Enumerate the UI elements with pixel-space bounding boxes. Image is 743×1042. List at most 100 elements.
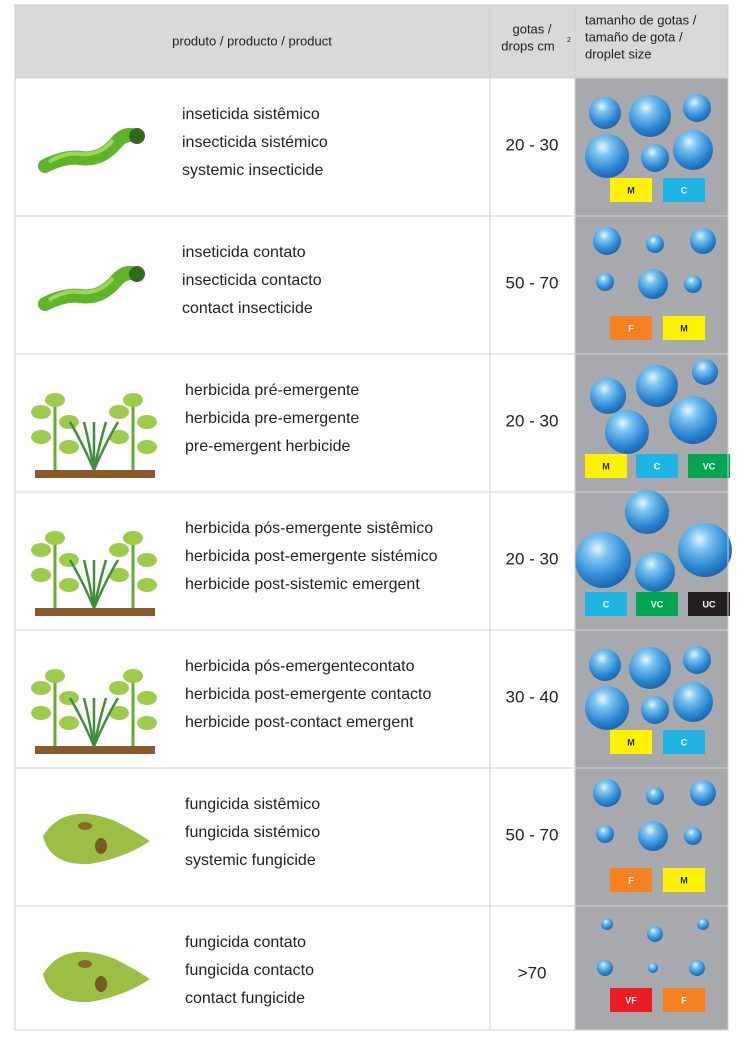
size-tag-label: C — [681, 737, 688, 747]
icon — [45, 266, 145, 304]
product-name: fungicida sistémico — [185, 824, 320, 841]
soil — [35, 746, 155, 754]
leaf — [31, 681, 51, 695]
leaf — [45, 393, 65, 407]
droplet — [589, 97, 621, 129]
leaf — [137, 691, 157, 705]
header-product: produto / producto / product — [172, 33, 332, 48]
soil — [35, 470, 155, 478]
leaf — [59, 415, 79, 429]
product-name: herbicida pré-emergente — [185, 382, 359, 399]
droplet — [689, 960, 705, 976]
size-tag-label: VF — [625, 995, 637, 1005]
droplet — [641, 696, 669, 724]
size-tag-label: M — [627, 737, 635, 747]
spot — [95, 976, 107, 992]
drops-value: 50 - 70 — [506, 825, 559, 844]
leaf — [31, 568, 51, 582]
droplet — [646, 235, 664, 253]
droplet — [585, 686, 629, 730]
droplet — [585, 134, 629, 178]
droplet — [678, 523, 732, 577]
header-drops-sup: 2 — [567, 37, 571, 44]
leaf — [137, 716, 157, 730]
leaf — [59, 578, 79, 592]
product-name: herbicida post-emergente sistémico — [185, 548, 438, 565]
caterpillar-head — [129, 128, 145, 144]
header-size: tamaño de gota / — [585, 29, 683, 44]
droplet — [575, 532, 631, 588]
size-tag-label: C — [654, 461, 661, 471]
leaf — [45, 669, 65, 683]
spot — [78, 822, 92, 830]
size-tag-label: VC — [703, 461, 716, 471]
icon — [43, 814, 150, 864]
grass — [94, 560, 118, 608]
droplet — [646, 787, 664, 805]
leaf — [109, 543, 129, 557]
icon — [31, 669, 157, 754]
leaf — [137, 440, 157, 454]
product-name: insecticida sistémico — [182, 134, 328, 151]
product-table: produto / producto / product gotas / dro… — [0, 0, 743, 1037]
size-tag-label: C — [681, 185, 688, 195]
size-tag-label: C — [603, 599, 610, 609]
drops-value: 20 - 30 — [506, 411, 559, 430]
header-size: tamanho de gotas / — [585, 12, 697, 27]
droplet — [673, 130, 713, 170]
leaf — [123, 393, 143, 407]
grass — [84, 698, 94, 746]
product-name: insecticida contacto — [182, 272, 322, 289]
droplet — [692, 359, 718, 385]
droplet — [596, 273, 614, 291]
leaf — [59, 553, 79, 567]
icon — [31, 393, 157, 478]
leaf — [109, 681, 129, 695]
size-tag-label: F — [628, 875, 634, 885]
product-name: herbicide post-contact emergent — [185, 714, 414, 731]
product-name: inseticida sistêmico — [182, 106, 320, 123]
icon — [45, 128, 145, 166]
spot — [95, 838, 107, 854]
product-name: fungicida contacto — [185, 962, 314, 979]
leaf — [59, 440, 79, 454]
header-size: droplet size — [585, 46, 651, 61]
header-drops: gotas / — [512, 21, 551, 36]
drops-value: 20 - 30 — [506, 549, 559, 568]
size-tag-label: M — [627, 185, 635, 195]
droplet — [629, 647, 671, 689]
size-tag-label: M — [680, 875, 688, 885]
droplet — [690, 228, 716, 254]
leaf — [137, 415, 157, 429]
leaf — [43, 814, 150, 864]
product-name: herbicida post-emergente contacto — [185, 686, 431, 703]
droplet — [669, 396, 717, 444]
product-name: herbicida pre-emergente — [185, 410, 359, 427]
droplet — [589, 649, 621, 681]
drops-value: 30 - 40 — [506, 687, 559, 706]
leaf — [31, 430, 51, 444]
leaf — [123, 531, 143, 545]
leaf — [45, 531, 65, 545]
size-tag-label: M — [680, 323, 688, 333]
leaf — [31, 543, 51, 557]
leaf — [59, 691, 79, 705]
spot — [78, 960, 92, 968]
droplet — [638, 821, 668, 851]
droplet — [697, 918, 709, 930]
leaf — [123, 669, 143, 683]
droplet — [625, 490, 669, 534]
droplet — [673, 682, 713, 722]
caterpillar-head — [129, 266, 145, 282]
size-tag-label: M — [602, 461, 610, 471]
size-tag-label: UC — [703, 599, 716, 609]
soil — [35, 608, 155, 616]
droplet — [641, 144, 669, 172]
size-tag-label: VC — [651, 599, 664, 609]
product-name: systemic insecticide — [182, 162, 323, 179]
droplet — [690, 780, 716, 806]
droplet — [593, 779, 621, 807]
drops-value: 20 - 30 — [506, 135, 559, 154]
droplet — [638, 269, 668, 299]
droplet — [636, 365, 678, 407]
